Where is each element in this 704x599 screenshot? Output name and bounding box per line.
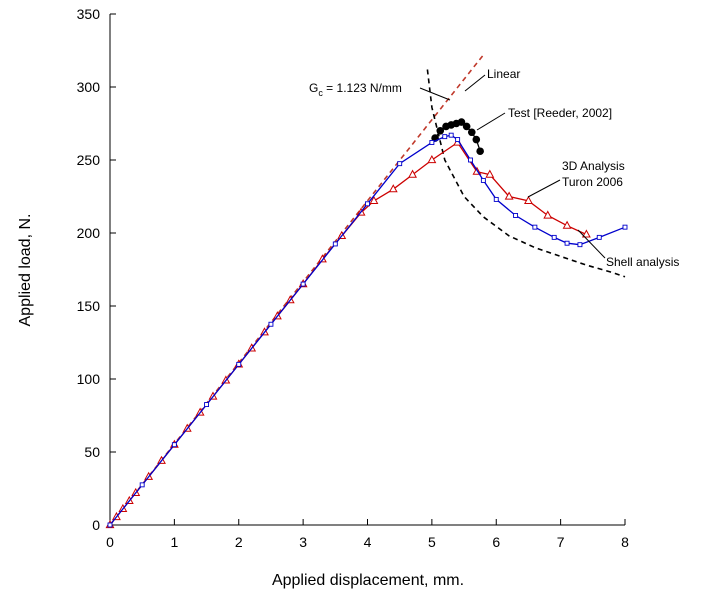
series-line [426, 69, 626, 278]
data-point [467, 128, 476, 137]
y-axis-title: Applied load, N. [17, 214, 34, 327]
x-tick-label: 2 [235, 534, 243, 550]
data-point [236, 361, 242, 367]
data-point [480, 177, 486, 183]
data-point [448, 132, 454, 138]
data-point [397, 161, 403, 167]
data-point [581, 229, 591, 238]
data-point [577, 242, 583, 248]
series-3d-analysis-turon-2006 [105, 137, 591, 529]
data-point [457, 118, 466, 126]
data-point [369, 195, 379, 204]
data-point [564, 240, 570, 246]
data-point [388, 184, 398, 193]
data-point [532, 224, 538, 230]
data-point [462, 122, 471, 131]
data-point [485, 169, 495, 178]
data-point [139, 482, 145, 488]
shell-leader-line [577, 229, 606, 259]
y-tick-label: 50 [84, 444, 100, 460]
data-point [436, 127, 445, 135]
data-point [523, 195, 533, 204]
test-annotation: Test [Reeder, 2002] [508, 106, 612, 120]
data-point [408, 169, 418, 178]
data-point [493, 196, 499, 202]
y-tick-label: 100 [77, 371, 101, 387]
test-leader-line [476, 112, 506, 131]
x-tick-label: 1 [170, 534, 178, 550]
y-tick-label: 350 [77, 6, 101, 22]
data-point [472, 135, 481, 144]
shell-annotation: Shell analysis [606, 255, 679, 269]
data-point [204, 402, 210, 407]
y-tick-label: 300 [77, 79, 101, 95]
series-gc-1-123-n-mm [426, 69, 626, 278]
x-tick-label: 7 [557, 534, 565, 550]
linear-leader-line [464, 74, 486, 92]
linear-annotation: Linear [487, 67, 520, 81]
data-point [562, 220, 572, 229]
series-line [109, 141, 587, 526]
data-point [442, 134, 448, 140]
y-tick-label: 250 [77, 152, 101, 168]
x-tick-label: 0 [106, 534, 114, 550]
x-tick-label: 8 [621, 534, 629, 550]
data-point [455, 137, 461, 143]
x-tick-label: 6 [492, 534, 500, 550]
series-shell-analysis [107, 132, 628, 528]
y-tick-label: 0 [92, 517, 100, 533]
x-axis-title: Applied displacement, mm. [272, 572, 464, 589]
analysis-3d-annotation-line1: 3D Analysis [562, 159, 625, 173]
data-point [596, 234, 602, 240]
x-tick-label: 5 [428, 534, 436, 550]
analysis-3d-leader-line [527, 179, 561, 198]
data-point [476, 147, 484, 156]
analysis-3d-annotation-line2: Turon 2006 [562, 175, 623, 189]
series-test-reeder-2002 [431, 118, 484, 156]
y-tick-label: 200 [77, 225, 101, 241]
data-point [332, 241, 338, 247]
data-point [468, 157, 473, 163]
x-tick-label: 4 [364, 534, 372, 550]
gc-leader-line [419, 87, 451, 101]
x-tick-label: 3 [299, 534, 307, 550]
gc-annotation-value: = 1.123 N/mm [323, 81, 402, 95]
data-point [551, 234, 557, 240]
data-point [622, 224, 628, 230]
data-point [171, 442, 177, 448]
data-point [427, 154, 437, 164]
data-point [268, 321, 274, 327]
gc-annotation: Gc = 1.123 N/mm [309, 81, 402, 98]
gc-annotation-subscript: c [318, 88, 323, 98]
data-point [429, 140, 435, 145]
data-point [300, 281, 306, 287]
data-point [504, 191, 514, 200]
data-point [513, 213, 519, 218]
data-point [543, 210, 553, 219]
data-point [365, 201, 370, 207]
series-line [109, 134, 626, 526]
y-tick-label: 150 [77, 298, 101, 314]
gc-annotation-g: G [309, 81, 318, 95]
data-point [107, 522, 113, 528]
